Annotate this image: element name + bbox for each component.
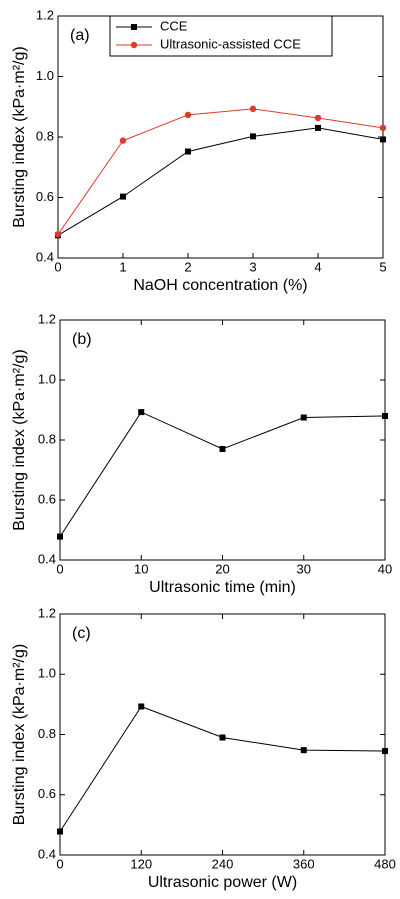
x-tick-label: 5 [379,259,386,274]
marker [314,114,322,122]
legend-marker [130,41,138,49]
marker [57,828,63,835]
marker [219,446,226,452]
data-line [57,127,384,236]
x-tick-label: 0 [56,856,63,871]
y-tick-label: 1.2 [38,605,56,620]
x-tick-label: 30 [297,561,311,576]
marker [249,105,257,113]
marker [138,703,145,710]
legend-label: Ultrasonic-assisted CCE [160,36,301,51]
y-tick-label: 0.4 [38,846,56,861]
x-tick-label: 240 [212,856,234,871]
x-tick-label: 10 [134,561,148,576]
marker [315,124,321,131]
x-tick-label: 0 [56,561,63,576]
marker [119,137,127,144]
x-axis-label: Ultrasonic time (min) [149,579,296,596]
x-tick-label: 4 [314,259,321,274]
marker [382,748,388,755]
y-tick-label: 0.8 [36,128,54,143]
x-axis-label: NaOH concentration (%) [133,277,307,294]
x-tick-label: 1 [119,259,126,274]
x-tick-label: 40 [378,561,392,576]
annotation: (c) [72,625,91,642]
marker [138,409,145,416]
marker [219,734,226,741]
x-tick-label: 360 [293,856,315,871]
y-tick-label: 1.0 [38,371,56,386]
x-tick-label: 480 [374,856,396,871]
y-tick-label: 0.6 [38,491,56,506]
y-axis-label: Bursting index (kPa·m²/g) [11,349,28,530]
y-axis-label: Bursting index (kPa·m²/g) [11,644,28,825]
marker [382,413,388,419]
marker [120,193,126,200]
x-tick-label: 20 [215,561,229,576]
y-tick-label: 0.4 [38,551,56,566]
annotation: (b) [72,331,92,348]
marker [184,111,192,119]
data-line [59,411,386,537]
marker [57,533,63,540]
marker [54,231,62,238]
x-tick-label: 3 [249,259,256,274]
plot-frame [59,319,386,561]
marker [380,136,386,143]
annotation: (a) [70,27,90,44]
y-tick-label: 0.8 [38,726,56,741]
y-tick-label: 1.0 [38,666,56,681]
y-tick-label: 0.6 [36,189,54,204]
data-line [59,705,386,832]
legend-box [109,15,333,57]
y-tick-label: 0.6 [38,786,56,801]
marker [250,133,256,140]
marker [300,414,307,421]
data-line [57,108,384,235]
legend-label: CCE [160,18,188,33]
marker [379,124,387,132]
marker [300,747,307,754]
x-tick-label: 0 [54,259,61,274]
y-axis-label: Bursting index (kPa·m²/g) [11,46,28,227]
marker [185,148,191,155]
plot-frame [59,613,386,856]
x-tick-label: 2 [184,259,191,274]
y-tick-label: 1.2 [38,311,56,326]
y-tick-label: 0.8 [38,431,56,446]
legend-marker [131,24,137,30]
x-tick-label: 120 [130,856,152,871]
y-tick-label: 1.0 [36,68,54,83]
x-axis-label: Ultrasonic power (W) [148,874,297,891]
y-tick-label: 0.4 [36,249,54,264]
y-tick-label: 1.2 [36,7,54,22]
